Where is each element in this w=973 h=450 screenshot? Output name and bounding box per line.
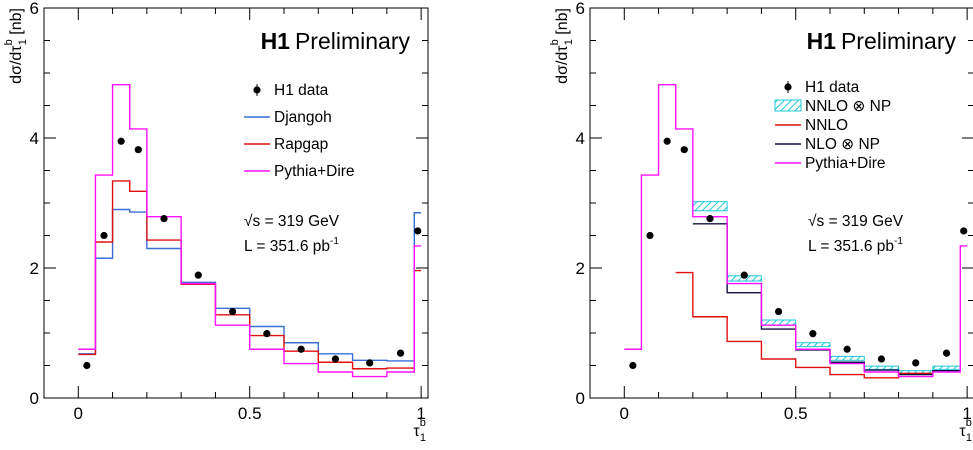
data-point [809, 330, 817, 338]
data-point [263, 330, 271, 338]
header-bold: H1 [261, 28, 291, 54]
y-tick-label: 6 [576, 0, 585, 18]
info-luminosity-sup: -1 [330, 236, 339, 247]
data-point [843, 345, 851, 353]
series-pythia-dire [78, 84, 422, 378]
y-tick-label: 2 [30, 259, 39, 278]
legend-label-series: NNLO [805, 117, 848, 134]
x-tick-label: 0.5 [784, 404, 808, 423]
y-axis-label-sub: 1 [563, 39, 575, 45]
legend-marker-band [774, 99, 802, 112]
data-point [629, 361, 637, 370]
x-tick-label: 1 [416, 404, 425, 423]
data-point [194, 271, 202, 279]
y-axis-label-sup: b [3, 39, 15, 45]
data-point [117, 137, 125, 145]
y-tick-label: 0 [576, 389, 585, 408]
band-bin [795, 342, 831, 348]
x-axis-label-main: τ [959, 423, 966, 440]
band-bin [760, 319, 797, 326]
data-point [396, 349, 405, 357]
data-point [663, 137, 671, 145]
info-energy: √s = 319 GeV [244, 213, 340, 230]
data-point [680, 146, 688, 154]
series-nnlo [675, 271, 933, 379]
data-point [160, 215, 168, 223]
series-pythia-dire [624, 84, 968, 378]
data-point [912, 359, 920, 367]
y-axis-label: dσ/dτb 1 [nb] [549, 8, 575, 84]
data-point [414, 227, 422, 235]
data-point [331, 355, 340, 363]
band-bin [863, 365, 900, 370]
band-bin [692, 201, 728, 212]
x-tick-label: 0 [74, 404, 83, 423]
y-axis-label-main: dσ/dτ [554, 45, 571, 84]
info-luminosity-sup: -1 [894, 236, 903, 247]
y-tick-label: 4 [30, 129, 39, 148]
y-axis-label-main: dσ/dτ [8, 45, 25, 84]
chart-header: H1 Preliminary [807, 28, 957, 54]
data-point [877, 355, 886, 363]
x-axis-label-sup: b [966, 417, 972, 429]
legend-label-series: Pythia+Dire [805, 155, 886, 172]
header-text: Preliminary [841, 28, 957, 54]
data-point [942, 349, 951, 357]
y-tick-label: 4 [576, 129, 585, 148]
x-axis-label-sup: b [420, 417, 426, 429]
y-axis-label-sub: 1 [17, 39, 29, 45]
plot-frame [589, 7, 973, 399]
x-axis-label-main: τ [413, 423, 420, 440]
y-tick-label: 0 [30, 389, 39, 408]
header-bold: H1 [807, 28, 837, 54]
data-point [740, 271, 748, 279]
info-luminosity-main: L = 351.6 pb [244, 238, 330, 255]
band-bin [932, 365, 961, 370]
y-tick-label: 6 [30, 0, 39, 18]
y-axis-label-sup: b [549, 39, 561, 45]
info-energy: √s = 319 GeV [808, 213, 904, 230]
legend-label-series: NLO ⊗ NP [805, 136, 880, 153]
legend-label-series: Rapgap [274, 136, 328, 153]
y-axis-label-unit: [nb] [8, 8, 25, 39]
data-point [960, 227, 968, 235]
data-point [366, 359, 374, 367]
header-text: Preliminary [295, 28, 411, 54]
data-point [646, 231, 654, 240]
x-axis-label: τb 1 [413, 417, 426, 444]
x-tick-label: 0 [620, 404, 629, 423]
info-luminosity: L = 351.6 pb-1 [244, 236, 339, 255]
info-luminosity: L = 351.6 pb-1 [808, 236, 903, 255]
data-point [83, 361, 91, 370]
data-point [100, 231, 108, 240]
legend-label-data: H1 data [274, 82, 329, 99]
data-point [297, 345, 305, 353]
plot-frame [43, 7, 429, 399]
legend-label-series: Djangoh [274, 109, 332, 126]
legend-label-series: Pythia+Dire [274, 163, 355, 180]
data-point [706, 215, 714, 223]
data-point [774, 307, 783, 316]
x-axis-label: τb 1 [959, 417, 972, 444]
data-point [228, 307, 237, 316]
x-tick-label: 0.5 [238, 404, 262, 423]
x-axis-label-sub: 1 [966, 432, 972, 444]
chart-header: H1 Preliminary [261, 28, 411, 54]
info-luminosity-main: L = 351.6 pb [808, 238, 894, 255]
x-axis-label-sub: 1 [420, 432, 426, 444]
y-tick-label: 2 [576, 259, 585, 278]
y-axis-label-unit: [nb] [554, 8, 571, 39]
legend-label-data: H1 data [805, 79, 860, 96]
band-bin [829, 355, 865, 361]
data-point [134, 146, 142, 154]
y-axis-label: dσ/dτb 1 [nb] [3, 8, 29, 84]
x-tick-label: 1 [962, 404, 971, 423]
legend-label-band: NNLO ⊗ NP [805, 98, 891, 115]
